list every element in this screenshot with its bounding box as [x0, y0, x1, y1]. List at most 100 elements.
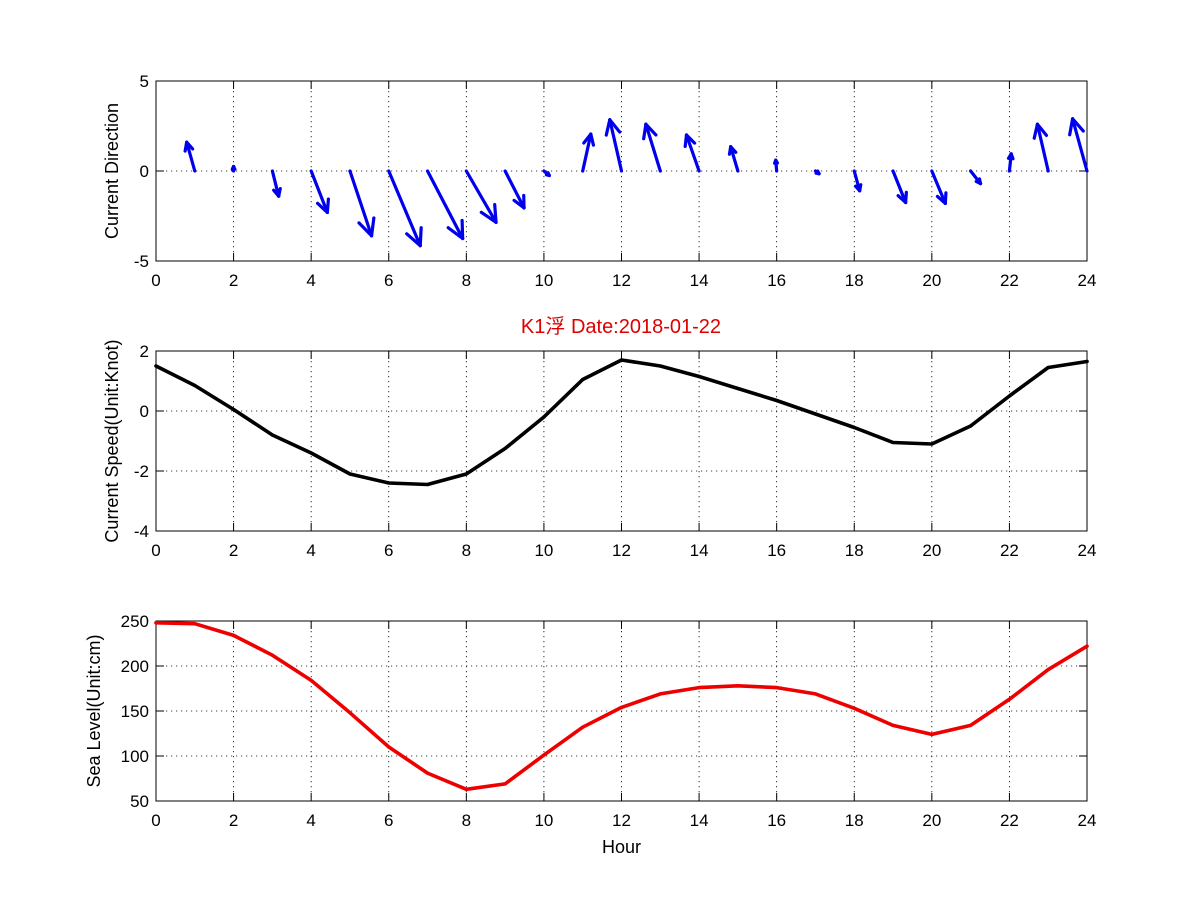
direction-arrow-head	[446, 226, 465, 241]
direction-arrow-head	[608, 118, 622, 134]
speed-x-tick-label: 2	[229, 541, 238, 560]
direction-y-tick-label: 0	[140, 162, 149, 181]
direction-arrow-head	[1068, 117, 1075, 137]
sea-level-x-tick-label: 12	[612, 811, 631, 830]
direction-arrow-head	[183, 140, 189, 153]
sea-level-x-tick-label: 4	[306, 811, 315, 830]
sea-level-data-point	[1046, 668, 1050, 672]
direction-arrow-head	[369, 216, 376, 238]
direction-arrow	[581, 132, 596, 173]
direction-x-tick-label: 8	[462, 271, 471, 290]
sea-level-x-tick-label: 22	[1000, 811, 1019, 830]
direction-arrow-shaft	[464, 169, 498, 224]
speed-data-point	[1085, 359, 1089, 364]
direction-arrow-shaft	[891, 169, 908, 205]
direction-arrow-shaft	[309, 169, 329, 214]
sea-level-data-point	[425, 771, 430, 775]
sea-level-data-point	[154, 621, 158, 625]
sea-level-x-tick-label: 6	[384, 811, 393, 830]
speed-data-point	[813, 412, 818, 416]
direction-y-tick-label: 5	[140, 72, 149, 91]
direction-arrow-head	[460, 218, 465, 241]
direction-x-tick-label: 20	[922, 271, 941, 290]
direction-arrow	[727, 145, 740, 173]
direction-x-tick-label: 2	[229, 271, 238, 290]
direction-arrow-shaft	[185, 140, 197, 173]
sea-level-x-tick-label: 16	[767, 811, 786, 830]
direction-x-tick-label: 14	[690, 271, 709, 290]
direction-arrow-head	[1035, 122, 1049, 138]
sea-level-y-axis-label: Sea Level(Unit:cm)	[84, 634, 104, 787]
direction-arrow-head	[904, 190, 908, 205]
sea-level-y-tick-label: 200	[121, 657, 149, 676]
direction-arrow-head	[357, 221, 374, 238]
direction-arrow-shaft	[503, 169, 526, 210]
speed-data-point	[1007, 394, 1012, 398]
direction-y-tick-label: -5	[134, 252, 149, 271]
sea-level-data-point	[930, 732, 934, 737]
sea-level-data-point	[1085, 644, 1089, 648]
speed-data-point	[891, 440, 895, 445]
direction-arrow-shaft	[1070, 117, 1089, 173]
speed-x-tick-label: 10	[534, 541, 553, 560]
direction-arrow	[309, 169, 330, 214]
sea-level-x-tick-label: 14	[690, 811, 709, 830]
direction-x-tick-label: 16	[767, 271, 786, 290]
sea-level-data-point	[658, 692, 662, 696]
speed-data-point	[193, 383, 197, 388]
direction-arrow-shaft	[930, 169, 947, 205]
speed-data-point	[619, 358, 624, 362]
x-axis-label: Hour	[602, 837, 641, 857]
sea-level-y-tick-label: 100	[121, 747, 149, 766]
direction-x-tick-label: 10	[534, 271, 553, 290]
direction-arrow	[930, 169, 948, 205]
direction-arrow-head	[977, 177, 983, 186]
direction-x-tick-label: 6	[384, 271, 393, 290]
direction-arrow	[1032, 122, 1050, 173]
direction-arrow	[425, 169, 465, 241]
direction-arrow-head	[727, 145, 733, 156]
direction-arrow-head	[1070, 117, 1085, 133]
speed-x-tick-label: 4	[306, 541, 315, 560]
direction-arrow	[1068, 117, 1089, 173]
sea-level-data-point	[775, 686, 779, 690]
sea-level-data-point	[736, 684, 740, 688]
direction-arrow-shaft	[425, 169, 465, 241]
sea-level-x-tick-label: 24	[1078, 811, 1097, 830]
speed-y-axis-label: Current Speed(Unit:Knot)	[102, 339, 122, 542]
direction-arrow-head	[642, 122, 648, 141]
direction-arrow	[348, 169, 376, 238]
direction-arrow-head	[773, 158, 778, 165]
sea-level-data-point	[852, 706, 856, 710]
sea-level-data-point	[813, 692, 818, 696]
speed-data-point	[852, 425, 856, 430]
direction-arrow-shaft	[387, 169, 422, 248]
speed-data-point	[425, 482, 430, 487]
direction-arrow	[969, 169, 983, 186]
chart-title: K1浮 Date:2018-01-22	[521, 315, 721, 338]
direction-arrow-head	[493, 202, 498, 224]
direction-arrow	[604, 118, 624, 173]
speed-y-tick-label: -2	[134, 462, 149, 481]
direction-x-tick-label: 18	[845, 271, 864, 290]
direction-arrow	[642, 122, 662, 173]
speed-data-point	[309, 451, 313, 455]
sea-level-data-point	[387, 745, 391, 749]
direction-x-tick-label: 24	[1078, 271, 1097, 290]
sea-level-data-point	[348, 711, 352, 715]
direction-x-tick-label: 4	[306, 271, 315, 290]
speed-data-point	[387, 481, 391, 485]
sea-level-data-point	[1007, 697, 1012, 701]
speed-x-tick-label: 0	[151, 541, 160, 560]
direction-arrow-shaft	[608, 118, 624, 173]
speed-x-tick-label: 22	[1000, 541, 1019, 560]
sea-level-y-tick-label: 150	[121, 702, 149, 721]
sea-level-data-point	[542, 753, 546, 757]
direction-arrow-head	[858, 183, 863, 193]
direction-arrow-head	[479, 210, 498, 224]
sea-level-y-tick-label: 250	[121, 612, 149, 631]
sea-level-data-point	[503, 782, 507, 786]
